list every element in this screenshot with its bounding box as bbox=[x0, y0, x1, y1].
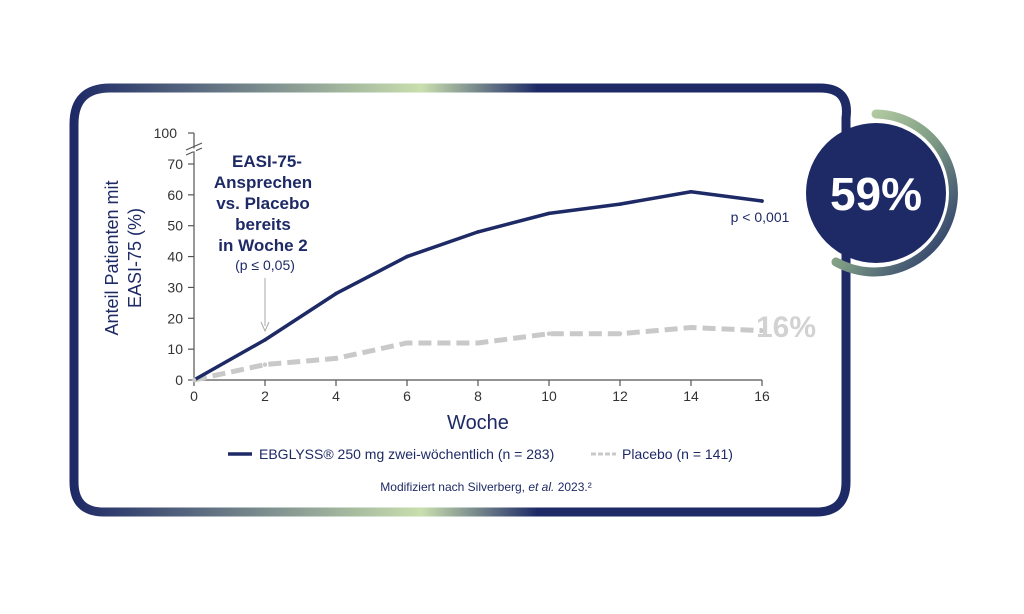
x-tick-label: 6 bbox=[403, 388, 411, 404]
annotation-line: EASI-75- bbox=[232, 152, 302, 171]
y-tick-label: 40 bbox=[167, 249, 183, 265]
x-tick-label: 0 bbox=[190, 388, 198, 404]
annotation-p-value: (p ≤ 0,05) bbox=[235, 257, 295, 273]
y-ticks: 0 10 20 30 40 50 60 70 bbox=[167, 156, 194, 388]
y-tick-label: 70 bbox=[167, 156, 183, 172]
y-tick-label: 20 bbox=[167, 310, 183, 326]
data-point-placebo bbox=[404, 340, 410, 346]
data-point-ebglyss bbox=[476, 230, 480, 234]
y-axis-label-line2: EASI-75 (%) bbox=[125, 208, 145, 308]
y-tick-label-top: 100 bbox=[154, 125, 178, 141]
data-point-ebglyss bbox=[618, 202, 622, 206]
data-point-ebglyss bbox=[547, 211, 551, 216]
frame-border bbox=[69, 83, 851, 517]
annotation: EASI-75- Ansprechen vs. Placebo bereits … bbox=[214, 152, 312, 333]
source-note: Modifiziert nach Silverberg, et al. 2023… bbox=[380, 480, 591, 494]
data-point-ebglyss bbox=[405, 254, 409, 259]
data-point-placebo bbox=[759, 328, 765, 333]
annotation-line: vs. Placebo bbox=[216, 194, 310, 213]
annotation-arrowhead bbox=[260, 321, 270, 333]
data-point-ebglyss bbox=[689, 189, 693, 194]
series-line-placebo bbox=[193, 325, 763, 383]
y-axis-label-line1: Anteil Patienten mit bbox=[102, 180, 122, 335]
data-point-placebo bbox=[262, 362, 268, 367]
placebo-end-label: 16% bbox=[756, 311, 816, 344]
data-point-placebo bbox=[688, 325, 694, 330]
p-value-label: p < 0,001 bbox=[731, 209, 790, 225]
x-tick-label: 2 bbox=[261, 388, 269, 404]
data-point-placebo bbox=[191, 377, 197, 383]
result-badge-value: 59% bbox=[830, 168, 922, 220]
data-point-ebglyss bbox=[263, 338, 267, 342]
result-badge: 59% bbox=[806, 109, 958, 277]
legend: EBGLYSS® 250 mg zwei-wöchentlich (n = 28… bbox=[228, 446, 733, 462]
x-tick-label: 16 bbox=[754, 388, 770, 404]
y-axis-label: Anteil Patienten mit EASI-75 (%) bbox=[102, 180, 145, 335]
legend-label-placebo: Placebo (n = 141) bbox=[622, 446, 733, 462]
x-axis-label: Woche bbox=[447, 412, 509, 434]
source-year: 2023.² bbox=[554, 480, 591, 494]
axis-break-mark bbox=[185, 142, 203, 151]
data-point-placebo bbox=[617, 331, 623, 336]
x-tick-label: 14 bbox=[683, 388, 699, 404]
x-ticks: 0 2 4 6 8 10 12 14 16 bbox=[190, 380, 770, 404]
source-etal: et al. bbox=[528, 480, 554, 494]
y-tick-label: 30 bbox=[167, 279, 183, 295]
source-text: Modifiziert nach Silverberg, bbox=[380, 480, 528, 494]
annotation-line: bereits bbox=[235, 215, 291, 234]
annotation-line: in Woche 2 bbox=[218, 236, 307, 255]
y-tick-label: 50 bbox=[167, 218, 183, 234]
data-point-ebglyss bbox=[760, 199, 764, 203]
y-tick-label: 60 bbox=[167, 187, 183, 203]
data-point-placebo bbox=[546, 331, 552, 336]
legend-label-ebglyss: EBGLYSS® 250 mg zwei-wöchentlich (n = 28… bbox=[259, 446, 554, 462]
result-badge-circle bbox=[806, 123, 946, 263]
y-tick-label: 10 bbox=[167, 341, 183, 357]
result-badge-ring bbox=[831, 109, 958, 277]
data-point-ebglyss bbox=[334, 291, 338, 296]
data-point-placebo bbox=[333, 356, 339, 361]
annotation-line: Ansprechen bbox=[214, 173, 312, 192]
data-points bbox=[191, 189, 765, 383]
y-tick-label: 0 bbox=[175, 372, 183, 388]
x-tick-label: 4 bbox=[332, 388, 340, 404]
x-tick-label: 12 bbox=[612, 388, 628, 404]
x-tick-label: 8 bbox=[474, 388, 482, 404]
x-tick-label: 10 bbox=[541, 388, 557, 404]
data-point-placebo bbox=[475, 340, 481, 346]
